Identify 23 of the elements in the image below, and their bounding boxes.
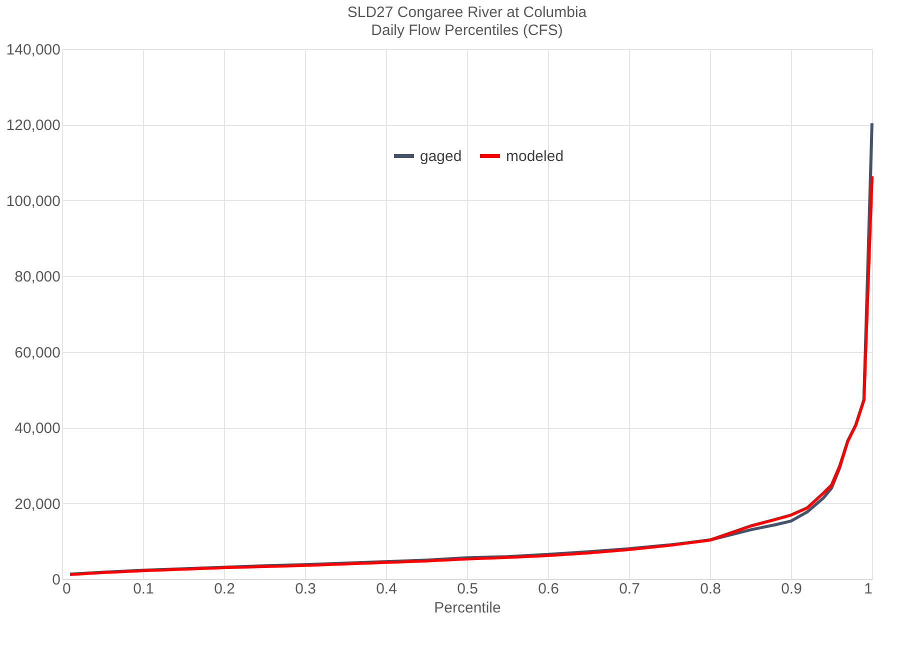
y-tick-label: 20,000 bbox=[14, 496, 60, 513]
x-tick-label: 0.5 bbox=[457, 580, 478, 598]
chart-title: SLD27 Congaree River at Columbia bbox=[347, 4, 588, 21]
x-tick-label: 1 bbox=[864, 580, 872, 598]
x-tick-label: 0.4 bbox=[376, 580, 397, 598]
y-tick-label: 80,000 bbox=[14, 268, 60, 286]
x-tick-label: 0 bbox=[62, 580, 71, 598]
y-tick-label: 60,000 bbox=[14, 344, 60, 362]
x-tick-label: 0.9 bbox=[781, 580, 802, 598]
x-tick-label: 0.6 bbox=[538, 580, 559, 598]
y-tick-label: 120,000 bbox=[6, 117, 60, 134]
legend-label: gaged bbox=[420, 148, 462, 165]
x-tick-label: 0.8 bbox=[700, 580, 721, 598]
chart-subtitle: Daily Flow Percentiles (CFS) bbox=[371, 22, 563, 39]
x-axis-title: Percentile bbox=[434, 600, 501, 616]
y-tick-label: 140,000 bbox=[6, 42, 60, 58]
y-tick-label: 40,000 bbox=[14, 420, 60, 438]
x-tick-label: 0.3 bbox=[295, 580, 316, 598]
x-tick-label: 0.1 bbox=[133, 580, 154, 598]
legend-label: modeled bbox=[506, 148, 564, 165]
x-tick-label: 0.7 bbox=[619, 580, 640, 598]
y-tick-label: 100,000 bbox=[6, 192, 60, 210]
x-tick-label: 0.2 bbox=[214, 580, 235, 598]
